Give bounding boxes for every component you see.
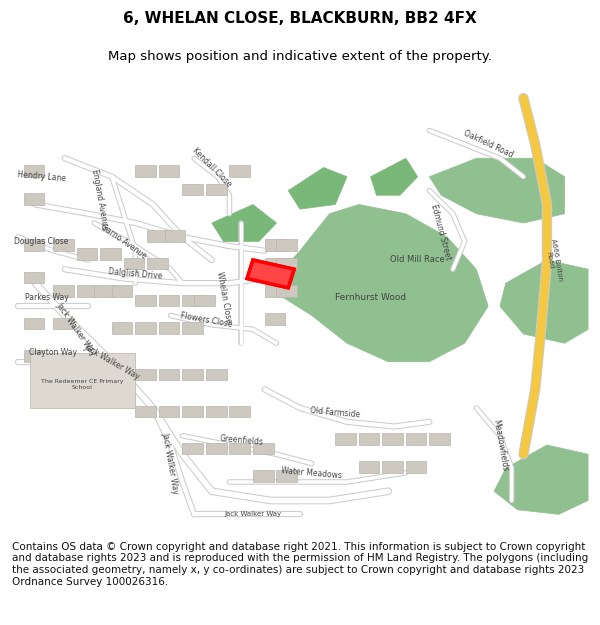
Bar [53,286,74,297]
Bar [253,471,274,482]
Polygon shape [271,204,488,362]
Text: Old Farmside: Old Farmside [310,406,361,419]
Bar [53,318,74,329]
Bar [136,165,156,177]
Polygon shape [247,260,294,288]
Bar [253,442,274,454]
Polygon shape [371,158,418,195]
Bar [182,406,203,418]
Bar [382,434,403,445]
Bar [359,461,379,472]
Bar [147,230,168,241]
Text: Old Mill Race: Old Mill Race [390,256,445,264]
Bar [159,406,179,418]
Bar [112,322,133,334]
Bar [406,434,427,445]
Bar [265,258,286,269]
Bar [229,165,250,177]
Polygon shape [430,158,565,223]
Bar [159,165,179,177]
Text: Dalglish Drive: Dalglish Drive [108,267,163,281]
Text: Jack Walker Way: Jack Walker Way [82,342,141,381]
Text: Jack Walker Way: Jack Walker Way [224,511,281,518]
Bar [136,406,156,418]
Polygon shape [212,204,277,241]
Text: Fernhurst Wood: Fernhurst Wood [335,292,406,301]
Bar [147,258,168,269]
Bar [265,286,286,297]
Bar [112,286,133,297]
Text: Hendry Lane: Hendry Lane [17,170,66,183]
Text: A666 Bolton
Road: A666 Bolton Road [543,238,563,282]
Bar [77,286,97,297]
Bar [194,294,215,306]
Bar [277,286,297,297]
Text: Contains OS data © Crown copyright and database right 2021. This information is : Contains OS data © Crown copyright and d… [12,542,588,587]
Text: Garno Avenue: Garno Avenue [99,222,148,261]
Bar [406,461,427,472]
Bar [94,286,115,297]
Text: Oakfield Road: Oakfield Road [462,129,514,160]
Polygon shape [500,260,588,343]
Bar [159,322,179,334]
Text: Whelan Close: Whelan Close [215,271,233,323]
Bar [182,184,203,195]
Bar [23,165,44,177]
Bar [206,406,227,418]
Text: Meadowfields: Meadowfields [491,418,509,472]
Text: England Avenue: England Avenue [90,169,110,231]
Bar [277,239,297,251]
Bar [182,369,203,380]
Bar [77,248,97,260]
Bar [124,258,144,269]
Bar [136,294,156,306]
Text: Map shows position and indicative extent of the property.: Map shows position and indicative extent… [108,50,492,62]
Bar [23,271,44,283]
Bar [53,239,74,251]
Bar [265,239,286,251]
Bar [229,406,250,418]
Bar [335,434,356,445]
Bar [23,318,44,329]
Bar [277,258,297,269]
Bar [229,442,250,454]
Bar [136,322,156,334]
Text: Water Meadows: Water Meadows [281,466,343,480]
Bar [23,239,44,251]
Bar [29,352,136,408]
Bar [206,369,227,380]
Text: 6, WHELAN CLOSE, BLACKBURN, BB2 4FX: 6, WHELAN CLOSE, BLACKBURN, BB2 4FX [123,11,477,26]
Polygon shape [247,260,294,288]
Bar [277,471,297,482]
Text: The Redeemer CE Primary
School: The Redeemer CE Primary School [41,379,124,390]
Bar [182,322,203,334]
Bar [182,294,203,306]
Bar [206,184,227,195]
Bar [206,442,227,454]
Text: Jack Walker Way: Jack Walker Way [55,301,98,358]
Bar [359,434,379,445]
Bar [159,294,179,306]
Bar [382,461,403,472]
Text: Edmund Street: Edmund Street [430,203,453,261]
Bar [23,350,44,362]
Bar [265,313,286,325]
Text: Clayton Way: Clayton Way [29,348,77,357]
Bar [182,442,203,454]
Text: Greenfields: Greenfields [219,434,263,447]
Bar [430,434,450,445]
Bar [136,369,156,380]
Polygon shape [494,445,588,514]
Bar [165,230,185,241]
Polygon shape [288,168,347,209]
Text: Flowers Close: Flowers Close [179,311,233,329]
Text: Douglas Close: Douglas Close [14,237,68,246]
Text: Kendall Close: Kendall Close [190,146,233,189]
Bar [159,369,179,380]
Bar [100,248,121,260]
Bar [23,193,44,204]
Text: Jack Walker Way: Jack Walker Way [161,432,181,495]
Text: Parkes Way: Parkes Way [25,292,69,301]
